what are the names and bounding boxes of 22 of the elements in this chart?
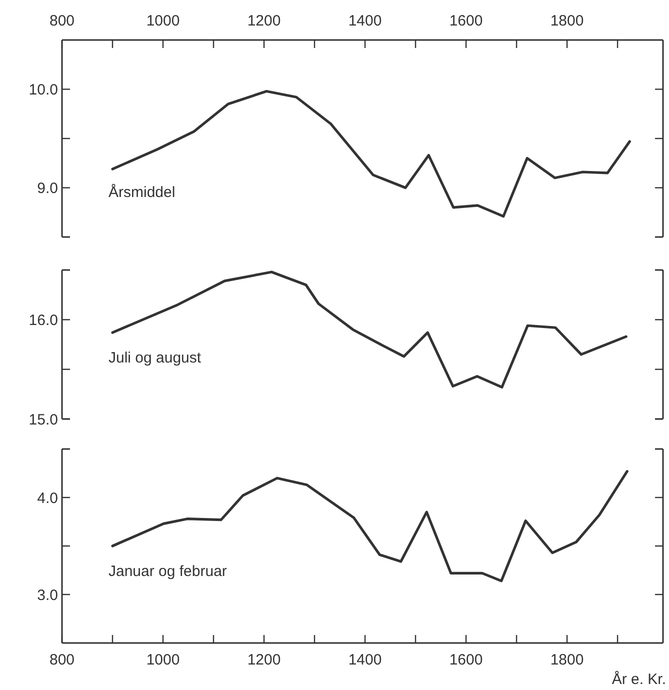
- y-tick-label: 4.0: [37, 490, 58, 507]
- y-tick-label: 15.0: [28, 411, 58, 428]
- x-tick-label: 1600: [449, 651, 483, 668]
- x-tick-label: 1200: [247, 651, 281, 668]
- y-tick-label: 3.0: [37, 586, 58, 604]
- x2-tick-label: 1800: [550, 12, 584, 30]
- x2-tick-label: 1200: [247, 12, 281, 30]
- series-label: Januar og februar: [108, 563, 227, 580]
- x-tick-label: 1400: [348, 651, 382, 668]
- x-axis-title: År e. Kr.: [612, 670, 666, 688]
- series-label: Årsmiddel: [108, 183, 176, 202]
- x2-tick-label: 1000: [146, 12, 180, 30]
- x2-tick-label: 800: [49, 12, 75, 30]
- x-tick-label: 1800: [550, 651, 584, 668]
- x-tick-label: 1000: [146, 651, 180, 668]
- x-tick-label: 800: [49, 651, 75, 668]
- x2-tick-label: 1400: [348, 12, 382, 30]
- y-tick-label: 16.0: [28, 312, 58, 329]
- y-tick-label: 9.0: [37, 180, 58, 197]
- series-label: Juli og august: [108, 350, 202, 367]
- x2-tick-label: 1600: [449, 12, 483, 30]
- y-tick-label: 10.0: [28, 82, 58, 98]
